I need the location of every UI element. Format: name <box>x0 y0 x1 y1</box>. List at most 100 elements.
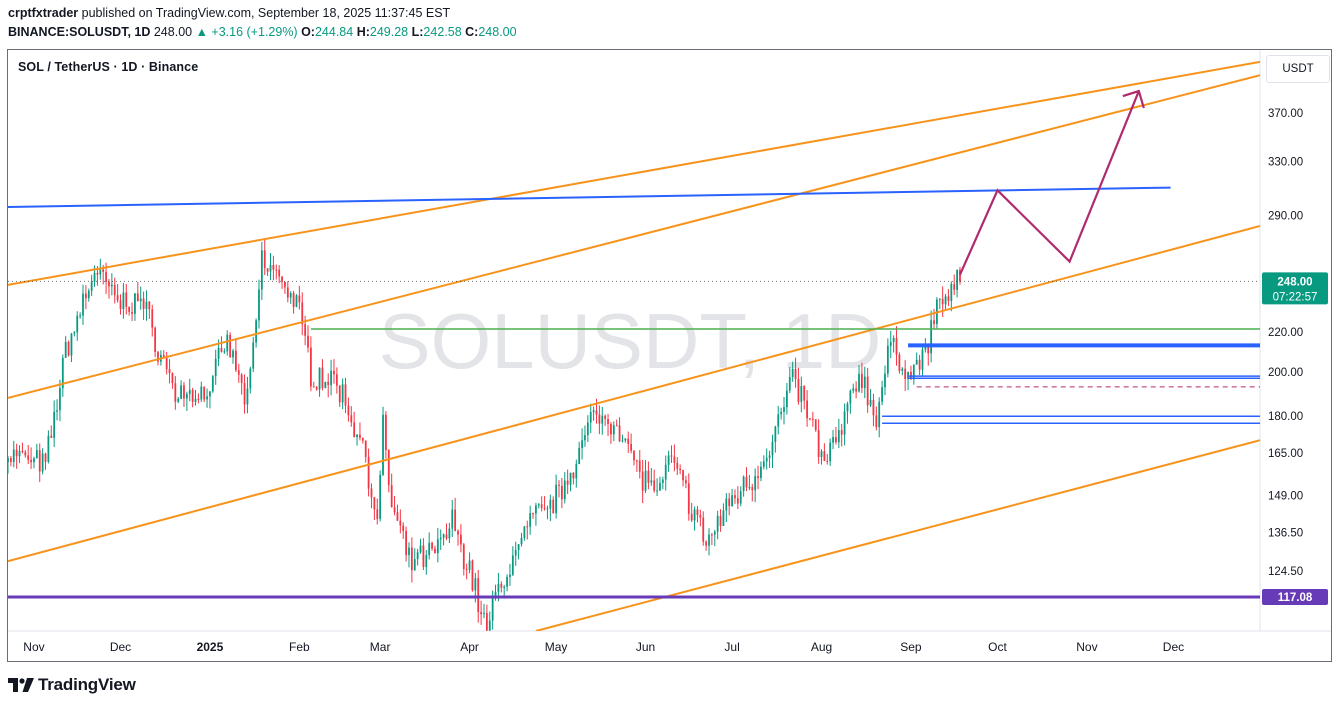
candle-body <box>67 341 70 356</box>
close-value: 248.00 <box>478 25 517 39</box>
candle-body <box>278 269 281 277</box>
candle-body <box>745 476 748 488</box>
symbol-name[interactable]: BINANCE:SOLUSDT, 1D <box>8 25 151 39</box>
candle-body <box>563 480 566 500</box>
time-tick-label: Sep <box>900 640 922 654</box>
candle-body <box>275 269 278 271</box>
candle-body <box>240 374 243 383</box>
candle-body <box>465 569 468 571</box>
candle-body <box>552 499 555 514</box>
high-value: 249.28 <box>369 25 409 39</box>
candle-body <box>194 398 197 402</box>
candle-body <box>754 476 757 491</box>
candle-body <box>122 292 125 310</box>
candle-body <box>953 283 956 290</box>
candle-body <box>549 499 552 509</box>
candle-body <box>191 389 194 402</box>
candle-body <box>685 480 687 484</box>
candle-body <box>76 315 79 333</box>
candle-body <box>59 388 61 411</box>
candle-body <box>760 466 762 478</box>
candle-body <box>61 357 64 389</box>
candle-body <box>904 368 907 380</box>
time-axis[interactable]: Nov Dec 2025 Feb Mar Apr May Jun Jul Aug Sep Oct Nov… <box>23 640 1184 654</box>
candle-body <box>370 488 373 498</box>
candle-body <box>185 394 188 399</box>
tradingview-logo[interactable]: TradingView <box>8 674 136 696</box>
candle-body <box>33 458 35 463</box>
candle-body <box>56 410 58 412</box>
candle-body <box>797 378 800 402</box>
candle-body <box>226 334 229 352</box>
candle-body <box>217 347 220 359</box>
candle-body <box>304 324 307 336</box>
candle-body <box>108 281 110 287</box>
price-tick-label: 149.00 <box>1268 491 1303 503</box>
candle-body <box>451 509 454 529</box>
candle-body <box>24 452 27 456</box>
chart-frame[interactable] <box>7 49 1332 662</box>
pane-title[interactable]: SOL / TetherUS · 1D · Binance <box>18 60 199 74</box>
candle-body <box>898 354 901 371</box>
candle-body <box>457 530 459 535</box>
candle-body <box>676 462 679 469</box>
candle-body <box>237 370 240 375</box>
candle-body <box>84 293 87 299</box>
candle-body <box>892 337 895 343</box>
candle-body <box>861 373 863 389</box>
candle-body <box>73 332 76 334</box>
candle-body <box>708 534 710 546</box>
candle-body <box>915 359 918 365</box>
candle-body <box>537 504 540 506</box>
candle-body <box>229 334 232 358</box>
candle-body <box>771 441 774 456</box>
candle-body <box>165 356 168 370</box>
candle-body <box>174 383 177 402</box>
candle-body <box>702 517 705 542</box>
candle-body <box>889 342 892 346</box>
candle-body <box>50 435 53 438</box>
symbol-watermark: SOLUSDT, 1D <box>379 297 882 385</box>
author-name[interactable]: crptfxtrader <box>8 6 79 20</box>
candle-body <box>425 555 428 567</box>
candle-body <box>529 513 532 527</box>
candle-body <box>644 470 647 491</box>
candle-body <box>390 485 393 508</box>
candle-body <box>800 386 803 402</box>
candle-body <box>817 430 820 458</box>
candle-body <box>177 398 180 402</box>
candle-body <box>373 497 376 510</box>
candle-body <box>249 368 252 389</box>
candle-body <box>307 335 309 348</box>
candle-body <box>139 298 142 302</box>
last-price-label: 248.00 <box>1277 276 1312 288</box>
candle-body <box>664 464 667 480</box>
low-label: L: <box>411 25 424 39</box>
candle-body <box>858 373 860 392</box>
candle-body <box>656 490 658 492</box>
candle-body <box>272 264 275 270</box>
time-tick-label: 2025 <box>197 640 224 654</box>
candle-body <box>301 302 304 325</box>
candle-body <box>624 438 627 441</box>
candle-body <box>884 373 886 388</box>
time-tick-label: Jun <box>636 640 655 654</box>
candle-body <box>364 440 367 457</box>
drawing-layer[interactable] <box>8 60 1260 631</box>
price-tick-label: 290.00 <box>1268 211 1303 223</box>
candle-body <box>630 443 633 451</box>
candle-body <box>837 430 840 443</box>
candle-body <box>560 485 563 500</box>
candle-body <box>64 341 67 358</box>
candle-body <box>353 422 356 438</box>
candle-body <box>356 434 358 438</box>
candle-body <box>483 613 485 615</box>
time-tick-label: Nov <box>23 640 44 654</box>
candle-body <box>9 458 12 462</box>
candle-body <box>852 388 855 391</box>
candle-body <box>413 559 416 571</box>
price-axis[interactable]: 410.00370.00330.00290.00220.00200.00180.… <box>1268 65 1303 578</box>
candle-body <box>477 578 480 613</box>
currency-button[interactable]: USDT <box>1266 55 1330 83</box>
